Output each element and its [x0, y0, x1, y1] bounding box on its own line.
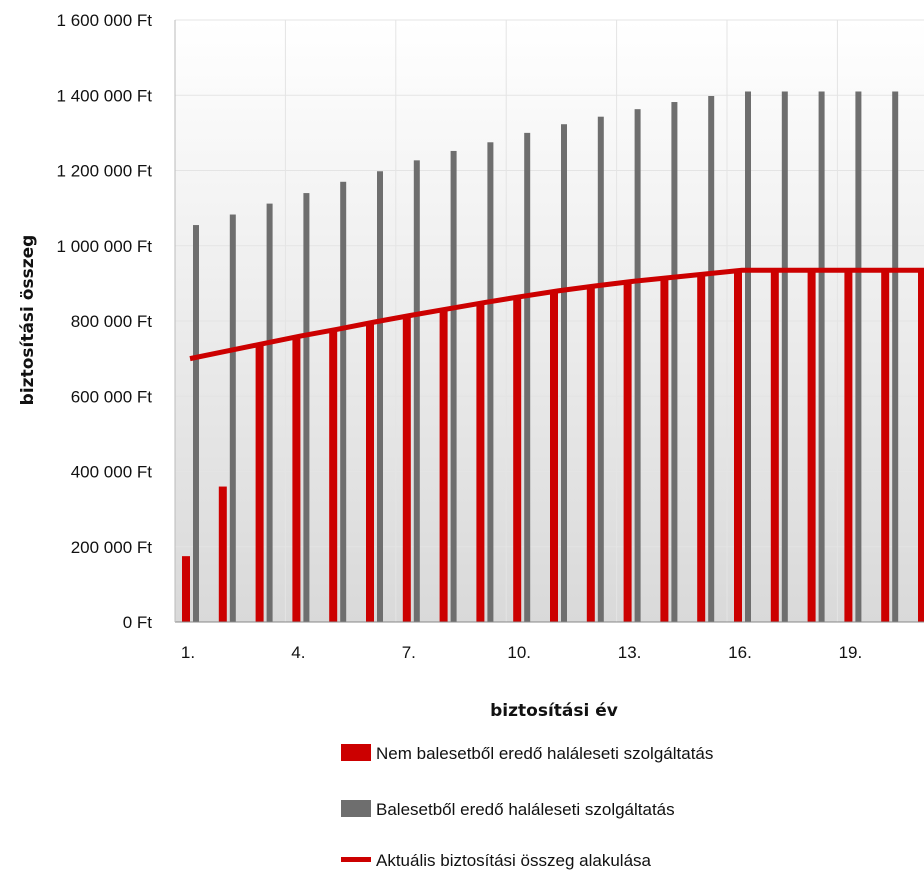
bar-balesetbol [524, 132, 531, 622]
legend-label: Balesetből eredő haláleseti szolgáltatás [376, 800, 675, 819]
series-balesetbol [193, 91, 899, 623]
bar-balesetbol [303, 193, 310, 622]
bar-balesetbol [671, 102, 678, 622]
bar-nem-balesetbol [918, 270, 924, 622]
bar-balesetbol [266, 203, 273, 623]
y-axis-title: biztosítási összeg [18, 235, 38, 406]
bar-nem-balesetbol [770, 270, 779, 622]
x-tick-label: 7. [402, 643, 416, 662]
bar-nem-balesetbol [218, 486, 227, 622]
legend-label: Nem balesetből eredő haláleseti szolgált… [376, 744, 713, 763]
legend-item-balesetbol: Balesetből eredő haláleseti szolgáltatás [341, 800, 675, 819]
x-tick-label: 13. [618, 643, 642, 662]
x-tick-label: 16. [728, 643, 752, 662]
legend-swatch-gray-bar [341, 800, 371, 817]
bar-balesetbol [634, 109, 641, 622]
bar-balesetbol [229, 214, 236, 623]
legend: Nem balesetből eredő haláleseti szolgált… [341, 744, 713, 870]
y-tick-label: 600 000 Ft [71, 387, 153, 406]
bar-nem-balesetbol [513, 296, 522, 622]
legend-swatch-red-line [341, 857, 371, 862]
bar-nem-balesetbol [660, 277, 669, 622]
series-nem-balesetbol [182, 270, 924, 622]
bar-nem-balesetbol [402, 315, 411, 622]
y-tick-label: 800 000 Ft [71, 312, 153, 331]
bar-balesetbol [377, 171, 383, 622]
x-axis-title: biztosítási év [490, 701, 618, 721]
bar-balesetbol [708, 96, 715, 622]
series-aktualis [189, 267, 924, 362]
y-tick-label: 400 000 Ft [71, 463, 153, 482]
bar-balesetbol [340, 181, 347, 622]
bar-nem-balesetbol [586, 286, 595, 622]
y-axis-ticks: 0 Ft 200 000 Ft 400 000 Ft 600 000 Ft 800 00… [57, 11, 153, 632]
bar-balesetbol [892, 91, 899, 623]
bar-balesetbol [855, 91, 862, 623]
bar-nem-balesetbol [623, 281, 632, 622]
bar-balesetbol [745, 91, 751, 623]
legend-swatch-red-bar [341, 744, 371, 761]
bar-nem-balesetbol [182, 556, 190, 622]
bar-nem-balesetbol [329, 329, 338, 622]
x-tick-label: 10. [507, 643, 531, 662]
bar-nem-balesetbol [734, 270, 742, 622]
y-tick-label: 1 200 000 Ft [57, 162, 153, 181]
bar-nem-balesetbol [292, 336, 301, 622]
bar-nem-balesetbol [550, 290, 558, 622]
bar-nem-balesetbol [366, 322, 374, 622]
bar-balesetbol [450, 150, 457, 622]
bar-balesetbol [781, 91, 788, 623]
bar-nem-balesetbol [255, 343, 264, 622]
bar-nem-balesetbol [881, 270, 890, 622]
bar-nem-balesetbol [844, 270, 853, 622]
legend-item-aktualis: Aktuális biztosítási összeg alakulása [341, 851, 652, 870]
x-tick-label: 4. [291, 643, 305, 662]
y-tick-label: 1 400 000 Ft [57, 86, 153, 105]
bar-nem-balesetbol [807, 270, 816, 622]
y-tick-label: 200 000 Ft [71, 538, 153, 557]
bar-balesetbol [487, 142, 494, 622]
y-tick-label: 1 000 000 Ft [57, 237, 153, 256]
line-aktualis [189, 267, 924, 362]
legend-item-nem-balesetbol: Nem balesetből eredő haláleseti szolgált… [341, 744, 713, 763]
bar-nem-balesetbol [697, 273, 706, 622]
bar-balesetbol [193, 225, 199, 622]
x-tick-label: 19. [839, 643, 863, 662]
x-axis-ticks: 1. 4. 7. 10. 13. 16. 19. [181, 643, 862, 662]
bar-balesetbol [597, 116, 604, 622]
y-tick-label: 0 Ft [123, 613, 153, 632]
bar-nem-balesetbol [439, 308, 448, 622]
y-tick-label: 1 600 000 Ft [57, 11, 153, 30]
legend-label: Aktuális biztosítási összeg alakulása [376, 851, 652, 870]
bar-balesetbol [561, 124, 567, 622]
bar-balesetbol [413, 160, 420, 622]
bar-nem-balesetbol [476, 302, 485, 622]
x-tick-label: 1. [181, 643, 195, 662]
bar-balesetbol [818, 91, 825, 623]
